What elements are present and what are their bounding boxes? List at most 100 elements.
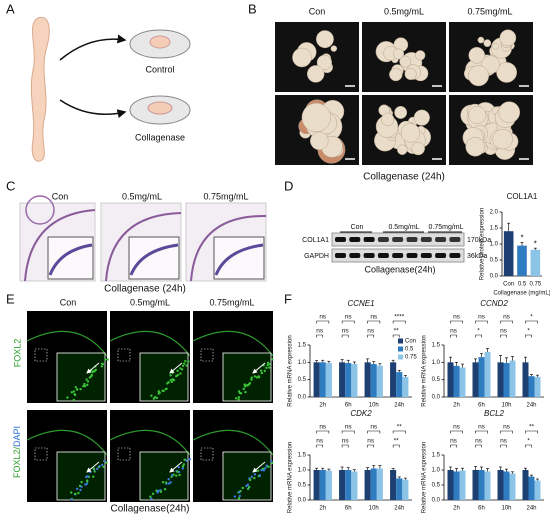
row-label-part: FOXL2/ [12, 447, 22, 479]
cell [182, 463, 186, 466]
legend-label: Con [405, 339, 416, 345]
follicle [404, 67, 417, 80]
significance-label: ns [367, 438, 375, 445]
significance-label: ** [394, 328, 400, 335]
significance-label: ns [316, 328, 324, 335]
bar [503, 231, 514, 276]
y-tick-label: 0.5 [298, 377, 307, 383]
cell [165, 387, 168, 391]
column-label: Con [52, 191, 69, 201]
cell [248, 478, 252, 482]
bar [396, 478, 403, 500]
y-tick-label: 0.0 [298, 498, 307, 504]
band [349, 253, 361, 258]
y-tick-label: 1.0 [432, 468, 441, 474]
bar [528, 376, 535, 397]
cell [89, 470, 92, 474]
significance-bracket [450, 444, 457, 448]
significance-label: ns [367, 328, 375, 335]
cell [266, 363, 269, 367]
cell [70, 391, 73, 394]
significance-bracket [316, 334, 324, 338]
cell [92, 467, 96, 470]
chart-title: BCL2 [484, 409, 505, 418]
cell [243, 383, 246, 386]
cell [247, 382, 251, 386]
cell [74, 492, 77, 496]
x-axis-label: Collagenase (mg/mL) [493, 291, 550, 297]
cell [268, 362, 271, 366]
cell [257, 375, 260, 378]
cell [242, 387, 245, 391]
cell [172, 378, 176, 382]
cell [267, 465, 270, 469]
x-tick-label: 6h [345, 403, 352, 409]
inset [222, 451, 272, 501]
follicle-edge [192, 330, 274, 357]
bar [517, 245, 527, 276]
significance-label: * [530, 314, 533, 321]
column-label: 0.75mg/mL [467, 6, 512, 16]
significance-bracket [475, 430, 488, 434]
y-axis-label: Relative mRNA expression [288, 335, 294, 406]
bar [396, 372, 403, 397]
follicle [496, 62, 517, 83]
bar [345, 363, 352, 397]
cell [150, 497, 153, 500]
significance-bracket [500, 444, 507, 448]
cell [237, 390, 241, 393]
cell [234, 397, 238, 400]
bar [390, 362, 397, 397]
bar [534, 480, 541, 500]
band [449, 253, 461, 258]
bar [325, 363, 332, 397]
bar [497, 470, 504, 500]
label: Control [145, 64, 174, 74]
y-tick-label: 0.0 [432, 395, 441, 401]
cell [170, 474, 174, 477]
roi [117, 447, 131, 461]
significance-label: ns [316, 438, 324, 445]
bar [453, 365, 460, 397]
panel-label: B [248, 1, 257, 16]
follicle [465, 137, 485, 157]
cell [82, 384, 85, 388]
roi [200, 348, 214, 362]
cell [70, 498, 73, 501]
size-label: 170kDa [467, 237, 491, 244]
cell [80, 485, 83, 488]
bar [509, 473, 516, 500]
significance-label: * [527, 328, 530, 335]
significance-bracket [316, 444, 324, 448]
significance-label: ns [503, 424, 511, 431]
roi [117, 348, 131, 362]
cell [181, 467, 184, 470]
tissue-edge [24, 209, 96, 282]
follicle [292, 47, 312, 68]
band [349, 237, 361, 242]
follicle [499, 29, 517, 47]
x-tick-label: 0.75 [529, 282, 541, 288]
significance-bracket [500, 430, 513, 434]
x-tick-label: 10h [369, 403, 379, 409]
y-axis-label: Relative mRNA expression [288, 442, 294, 513]
cell [250, 475, 253, 479]
panel-label: E [6, 291, 15, 306]
follicle [389, 67, 403, 82]
inset-edge [48, 243, 93, 276]
cell [271, 358, 274, 361]
significance-label: ns [503, 314, 511, 321]
inset-edge [129, 243, 179, 276]
x-tick-label: 6h [478, 403, 485, 409]
follicle [415, 50, 426, 61]
follicle [477, 36, 485, 44]
column-label: 0.5mg/mL [122, 191, 162, 201]
follicle [306, 65, 325, 83]
legend-label: 0.75 [405, 355, 417, 361]
significance-bracket [367, 334, 375, 338]
follicle [316, 54, 332, 71]
follicle [492, 42, 499, 50]
inset-edge [214, 243, 264, 276]
x-tick-label: 6h [478, 506, 485, 512]
